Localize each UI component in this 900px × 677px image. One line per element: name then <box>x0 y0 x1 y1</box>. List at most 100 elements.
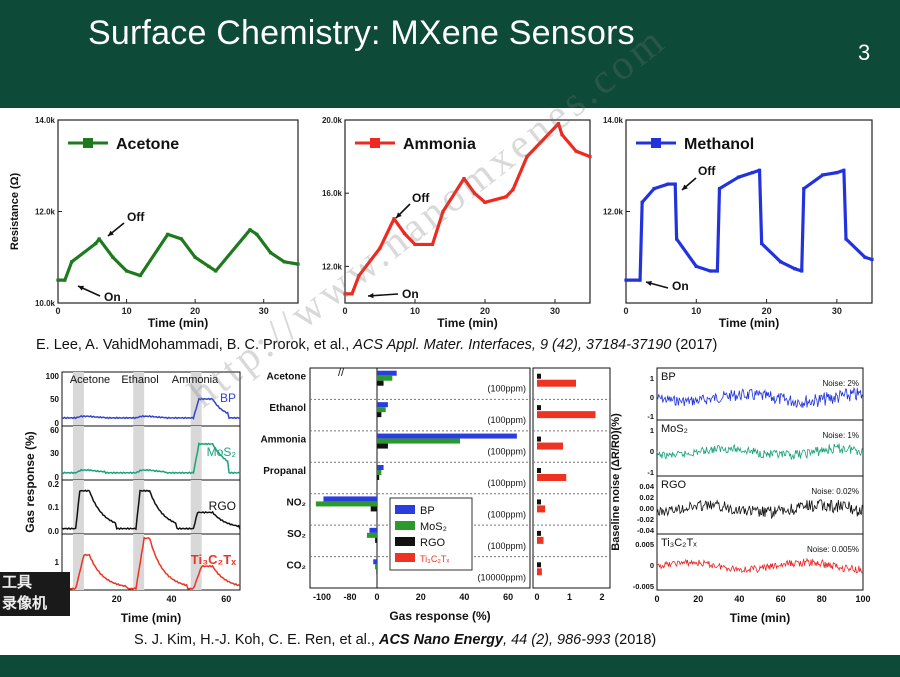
data-point <box>70 260 74 264</box>
bar-RGO-right <box>537 373 541 379</box>
exposure-band <box>72 372 84 426</box>
y-tick-label: 30 <box>50 449 59 458</box>
y-tick-label: 0.00 <box>639 504 654 513</box>
exposure-band <box>72 426 84 480</box>
series-label: RGO <box>661 479 687 491</box>
data-point <box>844 237 848 241</box>
y-tick-label: 0 <box>650 393 654 402</box>
bar-RGO-right <box>537 562 541 568</box>
data-point <box>863 255 867 259</box>
x-tick-label: 60 <box>503 592 513 602</box>
panel-frame <box>61 479 241 535</box>
bar-RGO-right <box>537 436 541 442</box>
bar-RGO-right <box>537 468 541 473</box>
y-tick-label: -0.005 <box>633 582 654 591</box>
y-axis-label: Resistance (Ω) <box>9 173 21 251</box>
exposure-band <box>190 480 202 534</box>
bar-MoS2 <box>377 375 393 381</box>
series-label: RGO <box>209 499 236 513</box>
y-axis-label: Gas response (%) <box>23 431 37 532</box>
bar-MoS2 <box>377 470 382 475</box>
citation-top-journal: ACS Appl. Mater. Interfaces, 9 (42), 371… <box>353 337 672 353</box>
legend-label: RGO <box>420 537 446 549</box>
plot-frame <box>625 119 873 304</box>
plot-frame <box>57 119 299 304</box>
y-tick-label: 12.0k <box>35 208 56 217</box>
bar-BP <box>373 559 377 565</box>
category-label: SO₂ <box>287 529 306 540</box>
data-point <box>652 187 656 191</box>
data-point <box>560 133 564 137</box>
x-tick-label: 40 <box>459 592 469 602</box>
data-point <box>708 269 712 273</box>
x-axis-label: Time (min) <box>437 316 497 330</box>
data-point <box>413 242 417 247</box>
y-tick-label: 0.02 <box>639 493 654 502</box>
panel-frame <box>656 419 864 477</box>
bar-MoS2 <box>377 438 461 444</box>
y-tick-label: -1 <box>647 412 654 421</box>
data-point <box>248 228 252 232</box>
methanol-resistance-chart: 12.0k 14.0k 0 10 20 30 Time (min) Methanol Off On <box>603 116 874 330</box>
data-point <box>472 191 477 195</box>
y-tick-label: 0 <box>650 561 654 570</box>
data-point <box>556 122 561 126</box>
bar-MoS2 <box>315 501 377 507</box>
annotation-on: On <box>104 290 121 304</box>
data-point <box>441 209 445 214</box>
y-tick-label: 100 <box>46 372 60 381</box>
x-axis-label: Time (min) <box>121 611 181 625</box>
x-tick-label: 20 <box>190 306 200 316</box>
x-tick-label: 0 <box>55 306 60 316</box>
bar-RGO <box>377 412 382 418</box>
data-point <box>835 171 839 175</box>
bar-BP <box>377 402 388 408</box>
annotation-on-arrowhead <box>368 293 374 299</box>
data-point <box>870 257 874 262</box>
category-label: Ammonia <box>260 435 306 446</box>
noise-label: Noise: 2% <box>823 379 859 388</box>
x-tick-label: 60 <box>776 594 786 604</box>
legend-label: Acetone <box>116 136 179 153</box>
data-point <box>757 168 762 172</box>
citation-bottom-volume: , 44 (2), 986-993 <box>503 632 611 648</box>
annotation-off-arrowhead <box>682 184 688 190</box>
slide-number: 3 <box>858 40 871 65</box>
y-tick-label: 1 <box>650 374 654 383</box>
exposure-band <box>133 534 145 590</box>
annotation-on-arrowhead <box>78 285 84 291</box>
data-point <box>525 155 529 159</box>
y-tick-label: 12.0k <box>603 208 624 217</box>
x-tick-label: 30 <box>832 306 842 316</box>
y-tick-label: 1 <box>55 558 60 567</box>
gas-selectivity-bar-chart: Acetone (100ppm) Ethanol (100ppm) Ammonia (10… <box>260 367 611 623</box>
x-tick-label: -100 <box>313 592 331 602</box>
data-point <box>124 269 129 273</box>
bar-Ti3C2Tx <box>537 568 542 576</box>
data-point <box>760 241 764 246</box>
annotation-on: On <box>402 287 419 301</box>
data-point <box>802 187 806 191</box>
y-tick-label: -0.02 <box>637 515 654 524</box>
data-point <box>343 292 347 296</box>
bar-RGO <box>377 443 388 449</box>
y-tick-label: 50 <box>50 395 59 404</box>
bar-BP <box>323 496 377 502</box>
y-tick-label: 0.04 <box>639 482 654 491</box>
citation-top-authors: E. Lee, A. VahidMohammadi, B. C. Prorok,… <box>36 337 354 353</box>
x-tick-label: 20 <box>416 592 426 602</box>
y-tick-label: 60 <box>50 426 59 435</box>
category-label: NO₂ <box>287 497 306 508</box>
category-label: Ethanol <box>269 403 306 414</box>
data-point <box>207 264 211 268</box>
concentration-label: (100ppm) <box>487 415 526 425</box>
slide-title: Surface Chemistry: MXene Sensors <box>88 14 635 52</box>
x-tick-label: 60 <box>221 594 231 604</box>
x-tick-label: 20 <box>762 306 772 316</box>
axis-break: // <box>338 367 345 379</box>
exposure-band <box>72 534 84 590</box>
concentration-label: (10000ppm) <box>477 572 526 582</box>
x-tick-label: 2 <box>599 592 604 602</box>
x-tick-label: 10 <box>691 306 701 316</box>
data-point <box>179 237 184 241</box>
